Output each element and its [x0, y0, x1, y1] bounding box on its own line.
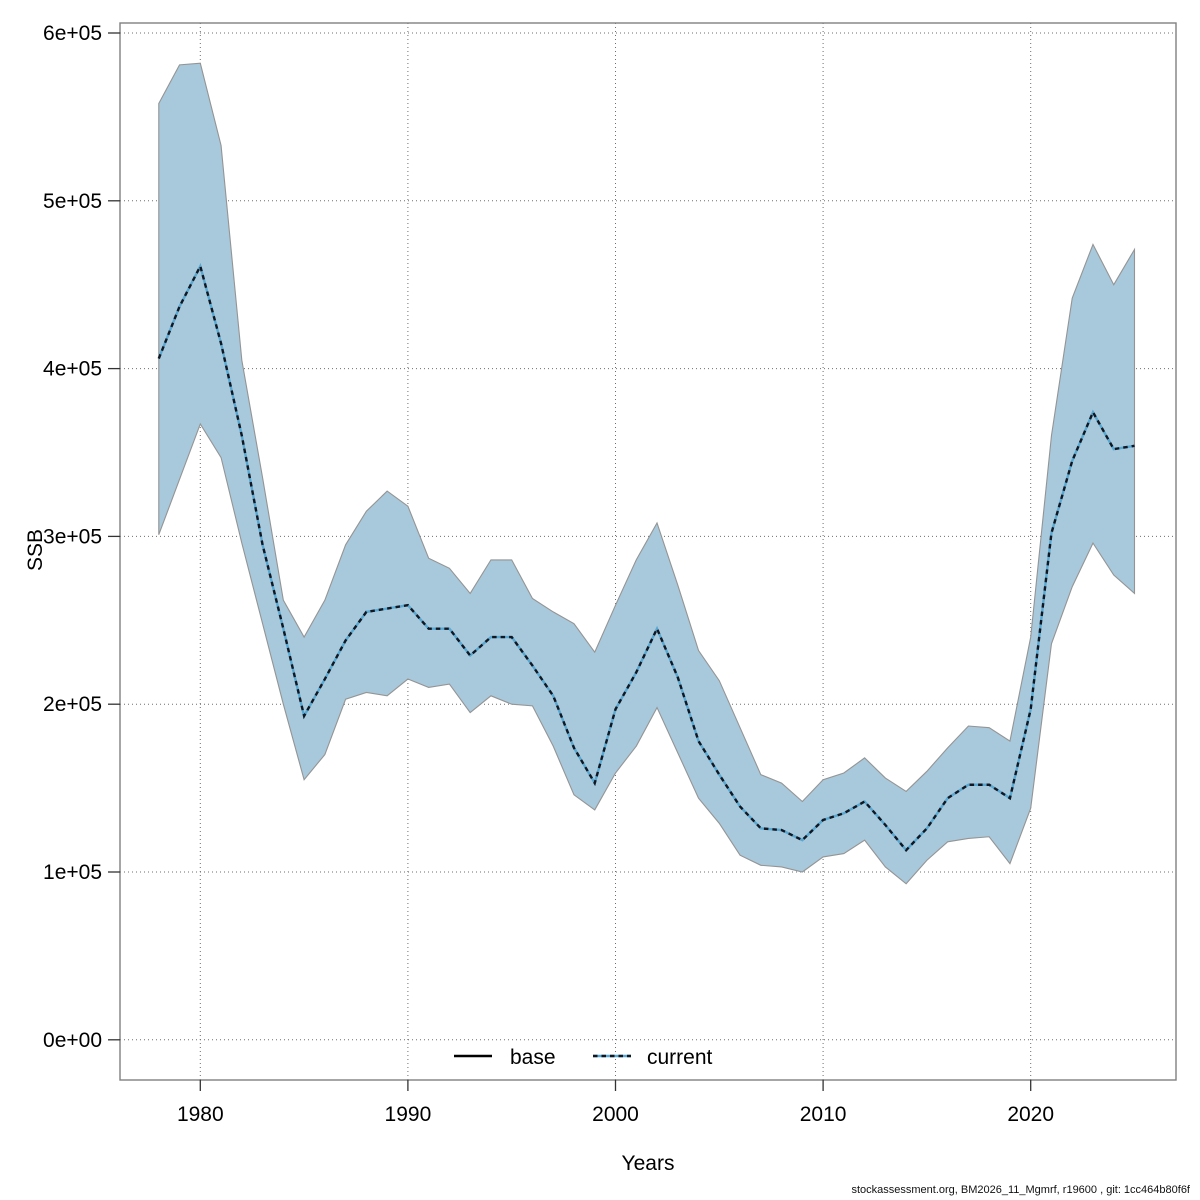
y-tick-label: 0e+00: [43, 1029, 102, 1052]
grid-lines: [120, 23, 1176, 1080]
legend-base-label: base: [510, 1046, 556, 1069]
x-tick-label: 2020: [1007, 1103, 1054, 1126]
x-tick-label: 1990: [385, 1103, 432, 1126]
current-line: [157, 262, 1135, 852]
footer-citation: stockassessment.org, BM2026_11_Mgmrf, r1…: [851, 1184, 1190, 1196]
y-tick-label: 6e+05: [43, 22, 102, 45]
confidence-band: [158, 62, 1136, 885]
y-axis: 0e+00 1e+05 2e+05 3e+05 4e+05 5e+05 6e+05: [43, 22, 120, 1052]
y-tick-label: 5e+05: [43, 190, 102, 213]
y-tick-label: 3e+05: [43, 525, 102, 548]
x-tick-label: 2000: [592, 1103, 639, 1126]
y-tick-label: 1e+05: [43, 861, 102, 884]
y-tick-label: 4e+05: [43, 358, 102, 381]
x-axis: 1980 1990 2000 2010 2020: [177, 1080, 1054, 1126]
legend-current-label: current: [647, 1046, 713, 1069]
x-tick-label: 1980: [177, 1103, 224, 1126]
y-tick-label: 2e+05: [43, 693, 102, 716]
plot-border: [119, 22, 1177, 1081]
x-tick-label: 2010: [800, 1103, 847, 1126]
legend: base current: [454, 1046, 713, 1069]
x-axis-title: Years: [621, 1152, 675, 1175]
y-axis-title: SSB: [24, 528, 47, 572]
